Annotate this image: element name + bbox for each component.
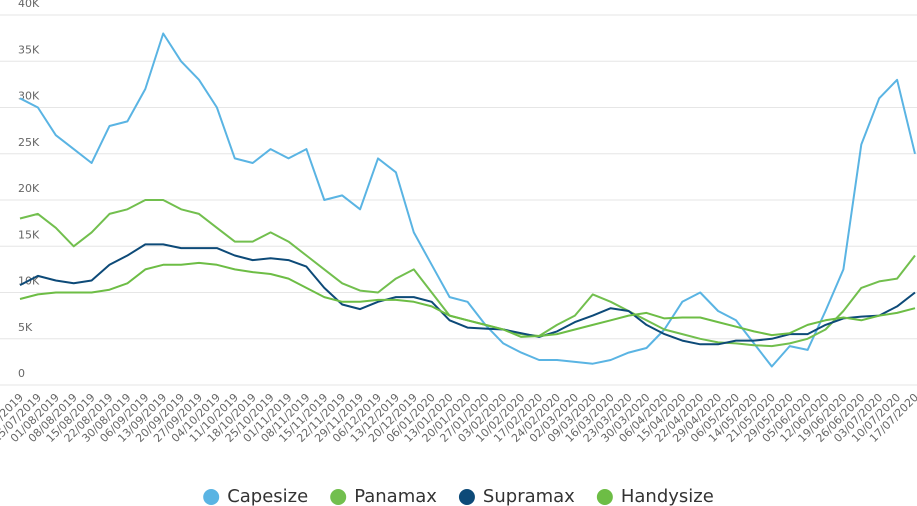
- series-line: [19, 199, 916, 348]
- legend: Capesize Panamax Supramax Handysize: [203, 486, 714, 506]
- legend-label: Panamax: [354, 486, 437, 506]
- series-line: [19, 32, 916, 368]
- series-line: [19, 261, 916, 338]
- y-tick-label: 0: [18, 367, 25, 380]
- legend-swatch: [330, 489, 347, 505]
- legend-swatch: [458, 489, 475, 505]
- legend-label: Handysize: [621, 486, 714, 506]
- y-tick-label: 20K: [18, 182, 40, 195]
- y-tick-label: 40K: [18, 0, 40, 10]
- y-tick-label: 35K: [18, 43, 40, 56]
- series-line: [19, 243, 916, 346]
- legend-swatch: [596, 489, 613, 505]
- y-tick-label: 5K: [18, 321, 33, 334]
- y-tick-label: 15K: [18, 228, 40, 241]
- legend-label: Capesize: [227, 486, 308, 506]
- legend-swatch: [203, 489, 220, 505]
- y-tick-label: 30K: [18, 90, 40, 103]
- legend-label: Supramax: [483, 486, 575, 506]
- y-tick-label: 25K: [18, 136, 40, 149]
